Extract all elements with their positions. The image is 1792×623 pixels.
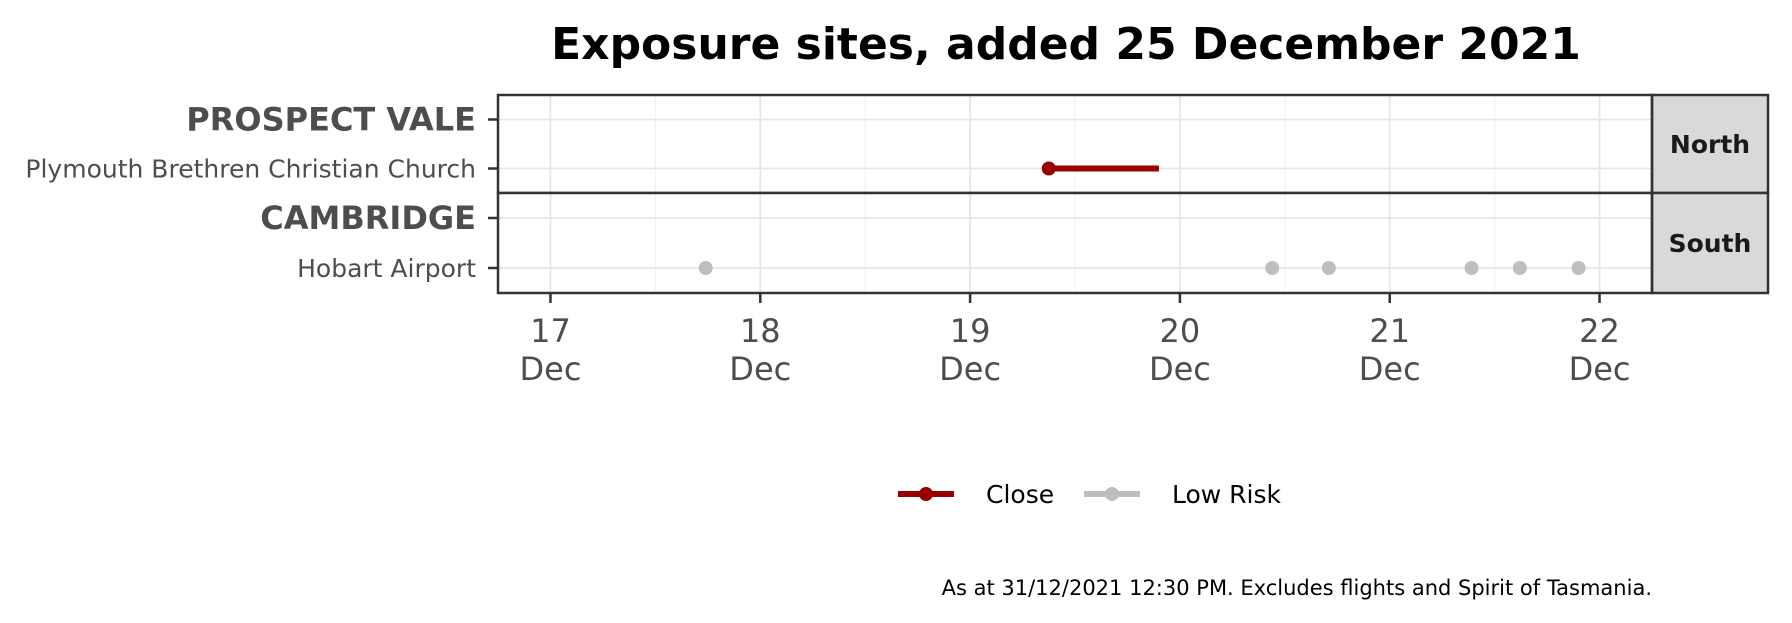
exposure-point bbox=[1512, 261, 1527, 275]
x-tick-label: Dec bbox=[1359, 350, 1421, 388]
exposure-point bbox=[1321, 261, 1336, 275]
x-tick-label: 21 bbox=[1369, 312, 1410, 350]
site-label: Hobart Airport bbox=[297, 254, 476, 283]
chart-title: Exposure sites, added 25 December 2021 bbox=[551, 19, 1581, 70]
exposure-point bbox=[1041, 161, 1056, 176]
x-tick-label: 20 bbox=[1160, 312, 1201, 350]
legend-key-point bbox=[1105, 487, 1119, 501]
exposure-point bbox=[1571, 261, 1586, 275]
x-tick-label: Dec bbox=[519, 350, 581, 388]
x-tick-label: 17 bbox=[530, 312, 571, 350]
x-tick-label: Dec bbox=[1149, 350, 1211, 388]
legend-label: Close bbox=[986, 480, 1054, 509]
x-tick-label: 18 bbox=[740, 312, 781, 350]
legend-key-point bbox=[919, 487, 933, 501]
x-tick-label: 22 bbox=[1579, 312, 1620, 350]
x-tick-label: 19 bbox=[950, 312, 991, 350]
chart-caption: As at 31/12/2021 12:30 PM. Excludes flig… bbox=[942, 576, 1652, 600]
panel-border bbox=[496, 191, 1654, 295]
exposure-point bbox=[1265, 261, 1280, 275]
legend-label: Low Risk bbox=[1172, 480, 1282, 509]
facet-strip-label: South bbox=[1669, 229, 1752, 258]
x-tick-label: Dec bbox=[729, 350, 791, 388]
x-tick-label: Dec bbox=[1569, 350, 1631, 388]
facet-strip bbox=[1650, 191, 1770, 295]
x-tick-label: Dec bbox=[939, 350, 1001, 388]
suburb-label: PROSPECT VALE bbox=[186, 101, 476, 139]
exposure-point bbox=[1464, 261, 1479, 275]
suburb-label: CAMBRIDGE bbox=[260, 199, 476, 237]
site-label: Plymouth Brethren Christian Church bbox=[25, 155, 476, 184]
facet-strip-label: North bbox=[1670, 130, 1750, 159]
exposure-point bbox=[698, 261, 713, 275]
